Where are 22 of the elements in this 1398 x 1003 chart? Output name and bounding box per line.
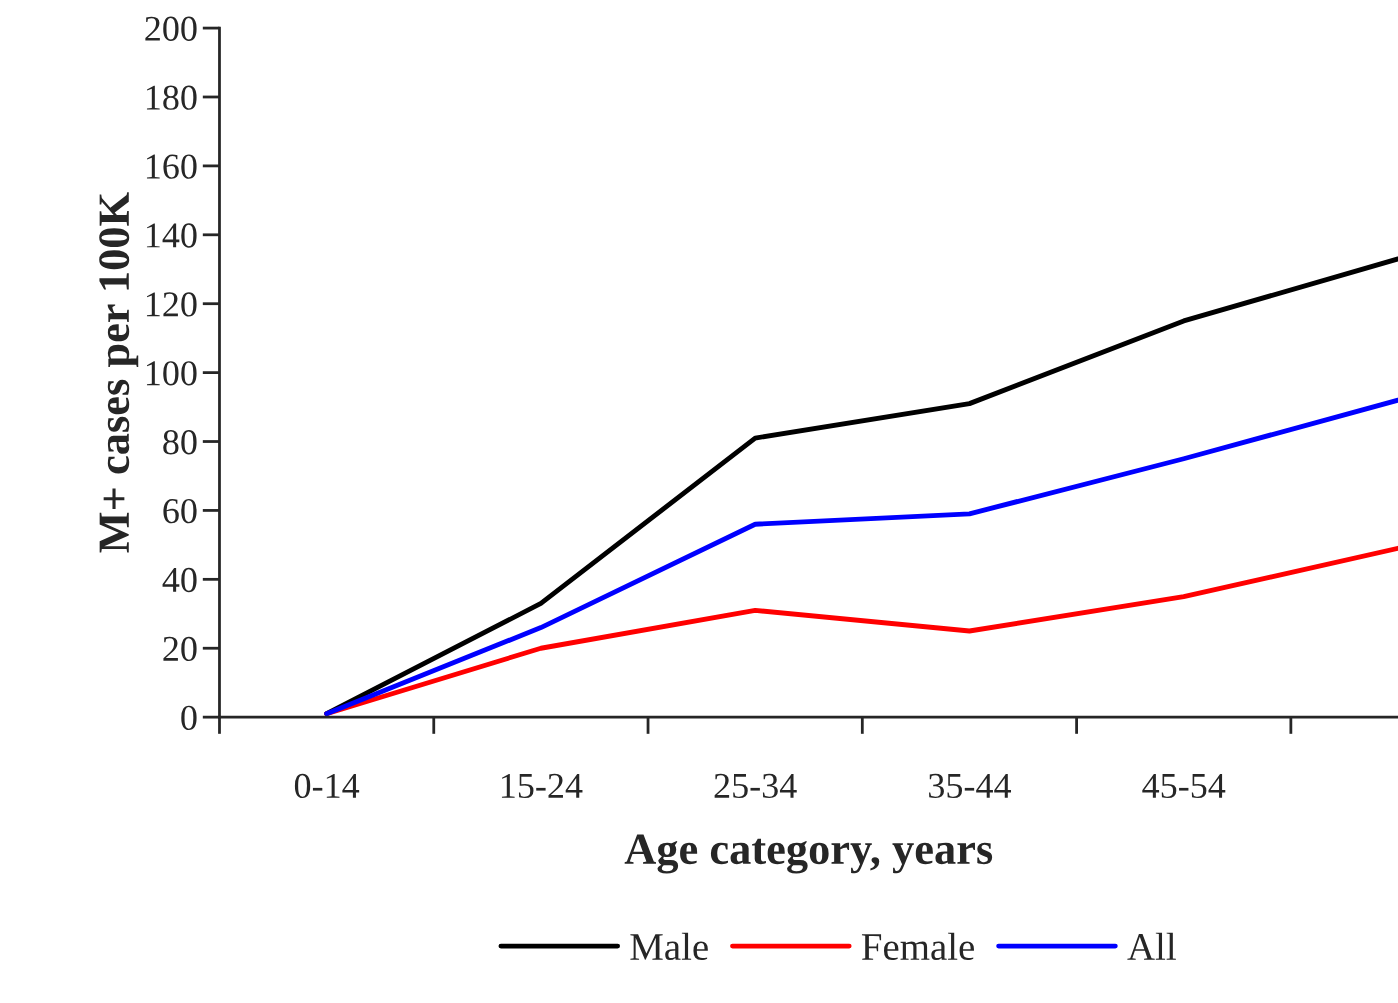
- line-series: [324, 397, 1398, 717]
- x-tick-label: 0-14: [294, 773, 360, 799]
- legend-label: All: [1127, 932, 1176, 960]
- x-tick-label: 45-54: [1142, 773, 1226, 799]
- y-tick-label: 160: [146, 154, 197, 179]
- y-axis-title: M+ cases per 100K: [99, 192, 139, 553]
- y-tick-label: 200: [145, 16, 197, 41]
- y-tick-label: 40: [162, 567, 197, 593]
- y-tick-label: 0: [181, 705, 197, 731]
- x-tick-label: 15-24: [501, 773, 583, 799]
- y-tick-label: 60: [163, 498, 197, 524]
- y-tick-label: 140: [146, 223, 197, 248]
- y-tick-label: 80: [163, 430, 197, 455]
- x-axis-title: Age category, years: [624, 834, 993, 874]
- x-tick-label: 25-34: [714, 773, 797, 799]
- x-tick-label: 35-44: [929, 773, 1012, 799]
- y-tick-label: 20: [163, 636, 197, 662]
- legend-label: Male: [630, 932, 708, 961]
- y-tick-label: 180: [146, 85, 197, 110]
- y-tick-label: 120: [146, 292, 197, 317]
- legend-label: Female: [861, 932, 974, 961]
- y-tick-label: 100: [146, 361, 197, 386]
